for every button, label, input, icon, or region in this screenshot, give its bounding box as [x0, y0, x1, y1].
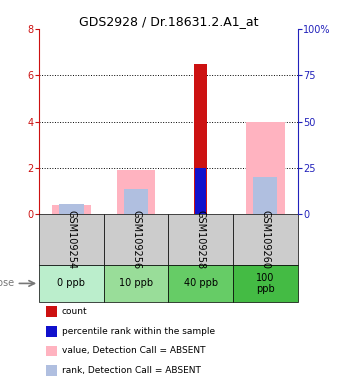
Text: GSM109256: GSM109256 [131, 210, 141, 269]
Text: count: count [62, 307, 87, 316]
Bar [195, 168, 206, 214]
Text: 100
ppb: 100 ppb [256, 273, 275, 294]
Bar [46, 365, 57, 376]
Bar [46, 306, 57, 317]
Bar [104, 214, 168, 265]
Bar [194, 64, 207, 214]
Bar [124, 189, 148, 214]
Bar [233, 214, 298, 265]
Bar [253, 177, 277, 214]
Text: 10 ppb: 10 ppb [119, 278, 153, 288]
Text: GSM109260: GSM109260 [260, 210, 270, 269]
Text: GSM109254: GSM109254 [66, 210, 76, 269]
Bar [46, 346, 57, 356]
Text: 40 ppb: 40 ppb [184, 278, 218, 288]
Bar [46, 326, 57, 337]
Bar [52, 205, 91, 214]
Text: rank, Detection Call = ABSENT: rank, Detection Call = ABSENT [62, 366, 201, 375]
Bar [246, 121, 285, 214]
Bar [104, 265, 168, 302]
Text: value, Detection Call = ABSENT: value, Detection Call = ABSENT [62, 346, 205, 355]
Bar [168, 214, 233, 265]
Title: GDS2928 / Dr.18631.2.A1_at: GDS2928 / Dr.18631.2.A1_at [79, 15, 258, 28]
Bar [117, 170, 155, 214]
Text: dose: dose [0, 278, 15, 288]
Bar [59, 204, 84, 214]
Bar [39, 265, 104, 302]
Bar [168, 265, 233, 302]
Text: 0 ppb: 0 ppb [57, 278, 85, 288]
Bar [233, 265, 298, 302]
Text: GSM109258: GSM109258 [195, 210, 206, 269]
Bar [39, 214, 104, 265]
Text: percentile rank within the sample: percentile rank within the sample [62, 327, 215, 336]
